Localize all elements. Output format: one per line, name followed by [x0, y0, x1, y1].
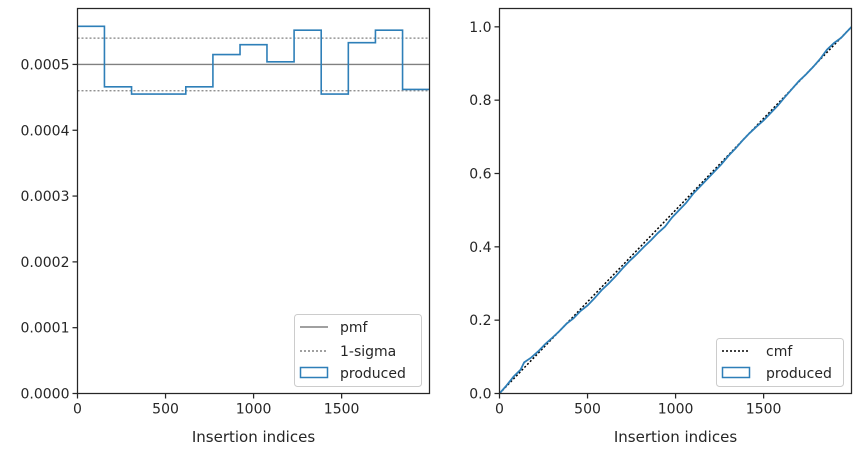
left-y-tick-label: 0.0002 — [21, 255, 70, 271]
right-x-axis-label: Insertion indices — [614, 428, 737, 446]
left-ticks: 0 500 1000 1500 0.0000 0.0001 0.0002 0.0003 0.00… — [21, 57, 360, 417]
right-chart: 0 500 1000 1500 0.0 0.2 0.4 0.6 0.8 1.0 Insertion… — [469, 7, 853, 446]
left-y-tick-label: 0.0003 — [21, 189, 70, 205]
right-y-tick-label: 0.6 — [469, 167, 491, 183]
right-x-tick-label: 0 — [495, 402, 504, 418]
left-x-axis-label: Insertion indices — [192, 428, 315, 446]
left-x-tick-label: 0 — [73, 402, 82, 418]
left-y-tick-label: 0.0005 — [21, 57, 70, 73]
left-y-tick-label: 0.0004 — [21, 123, 70, 139]
left-x-tick-label: 1000 — [236, 402, 272, 418]
left-chart: 0 500 1000 1500 0.0000 0.0001 0.0002 0.0003 0.00… — [21, 7, 431, 446]
right-y-tick-label: 0.4 — [469, 240, 491, 256]
right-plot-area — [498, 26, 853, 395]
legend-produced-swatch-right — [721, 366, 751, 379]
left-x-tick-label: 500 — [152, 402, 179, 418]
right-legend: cmf produced — [716, 338, 844, 387]
left-legend-box — [294, 314, 422, 387]
right-y-tick-label: 0.8 — [469, 93, 491, 109]
left-plot-area — [77, 25, 430, 95]
legend-sigma-label: 1-sigma — [340, 344, 396, 360]
right-x-tick-label: 500 — [574, 402, 601, 418]
right-y-tick-label: 0.2 — [469, 313, 491, 329]
right-ticks: 0 500 1000 1500 0.0 0.2 0.4 0.6 0.8 1.0 — [469, 20, 781, 418]
left-x-tick-label: 1500 — [324, 402, 360, 418]
produced-step-histogram — [77, 25, 430, 95]
legend-cmf-label: cmf — [766, 344, 793, 360]
legend-produced-swatch — [299, 366, 329, 379]
right-y-tick-label: 0.0 — [469, 387, 491, 403]
legend-produced-label: produced — [340, 366, 406, 382]
legend-produced-label-right: produced — [766, 366, 832, 382]
right-x-tick-label: 1500 — [746, 402, 782, 418]
right-x-tick-label: 1000 — [658, 402, 694, 418]
legend-pmf-label: pmf — [340, 320, 369, 336]
left-y-tick-label: 0.0001 — [21, 321, 70, 337]
left-y-tick-label: 0.0000 — [21, 387, 70, 403]
right-y-tick-label: 1.0 — [469, 20, 491, 36]
left-legend: pmf 1-sigma produced — [294, 314, 422, 387]
produced-cumulative-line — [498, 26, 853, 395]
right-legend-box — [716, 338, 844, 387]
right-axes-frame — [498, 7, 853, 395]
